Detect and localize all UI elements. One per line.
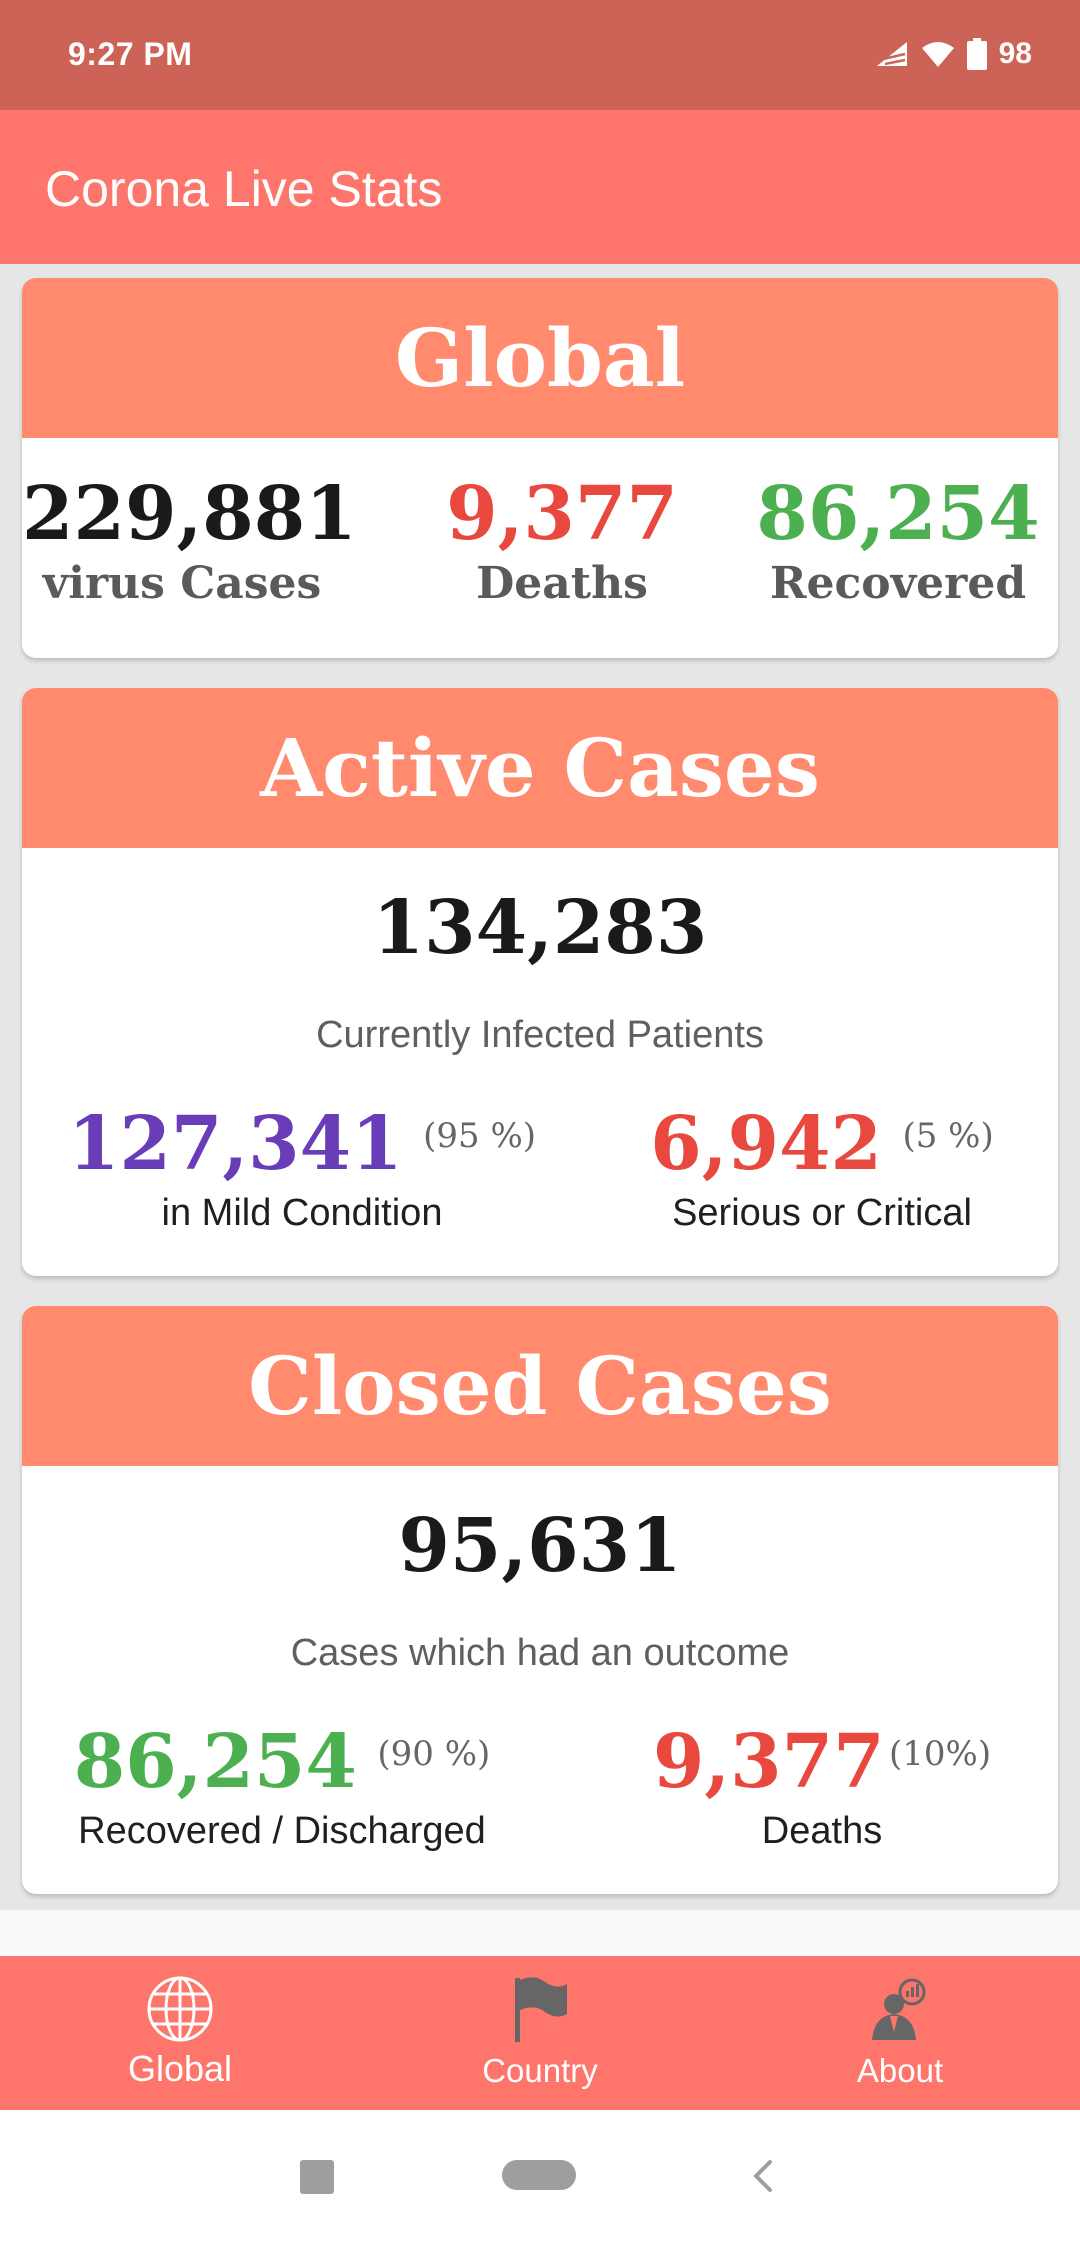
closed-recovered-pct: (90 %) — [377, 1734, 491, 1774]
closed-recovered-label: Recovered / Discharged — [78, 1810, 486, 1852]
active-caption: Currently Infected Patients — [316, 1014, 764, 1056]
closed-cases-header: Closed Cases — [22, 1306, 1058, 1466]
global-cases-label: virus Cases — [42, 558, 322, 609]
nav-item-about[interactable]: About — [720, 1956, 1080, 2110]
active-cases-card: Active Cases 134,283 Currently Infected … — [22, 688, 1058, 1276]
active-serious-pct: (5 %) — [902, 1116, 994, 1156]
recents-button[interactable] — [300, 2160, 334, 2194]
wifi-icon — [921, 42, 954, 67]
active-total: 134,283 — [22, 888, 1058, 968]
global-deaths-label: Deaths — [476, 558, 648, 609]
closed-deaths: 9,377 (10%) Deaths — [562, 1722, 1058, 1853]
nav-label-country: Country — [482, 2052, 598, 2089]
nav-item-global[interactable]: Global — [0, 1956, 360, 2110]
global-header: Global — [22, 278, 1058, 438]
global-card: Global 229,881 virus Cases 9,377 Deaths … — [22, 278, 1058, 658]
global-cases-value: 229,881 — [22, 471, 357, 557]
closed-cases-card: Closed Cases 95,631 Cases which had an o… — [22, 1306, 1058, 1894]
battery-level: 98 — [998, 37, 1032, 70]
signal-icon — [876, 42, 907, 66]
global-recovered-label: Recovered — [769, 558, 1027, 609]
global-deaths: 9,377 Deaths — [382, 474, 742, 609]
active-serious-label: Serious or Critical — [672, 1192, 972, 1234]
status-time: 9:27 PM — [68, 36, 193, 72]
global-recovered: 86,254 Recovered — [738, 474, 1058, 609]
nav-item-country[interactable]: Country — [360, 1956, 720, 2110]
content-bottom-gap — [0, 1910, 1080, 1956]
closed-deaths-value: 9,377 — [652, 1719, 885, 1805]
battery-icon — [966, 38, 987, 70]
person-chart-icon — [872, 1978, 926, 2040]
closed-recovered-value: 86,254 — [73, 1719, 357, 1805]
system-navigation-bar — [0, 2110, 1080, 2244]
back-button[interactable] — [748, 2156, 778, 2196]
app-bar: Corona Live Stats — [0, 110, 1080, 264]
closed-deaths-label: Deaths — [761, 1810, 883, 1852]
bottom-navigation: Global Country About — [0, 1956, 1080, 2110]
flag-icon — [515, 1977, 567, 2042]
app-title: Corona Live Stats — [45, 161, 443, 217]
closed-caption: Cases which had an outcome — [290, 1632, 790, 1674]
active-total-value: 134,283 — [372, 885, 708, 971]
active-mild-pct: (95 %) — [423, 1116, 537, 1156]
active-mild-label: in Mild Condition — [161, 1192, 443, 1234]
active-serious-value: 6,942 — [650, 1101, 882, 1187]
nav-label-about: About — [856, 2052, 944, 2089]
home-button[interactable] — [502, 2160, 576, 2190]
closed-total: 95,631 — [22, 1506, 1058, 1586]
active-cases-header: Active Cases — [22, 688, 1058, 848]
closed-deaths-pct: (10%) — [889, 1734, 992, 1774]
global-deaths-value: 9,377 — [446, 471, 678, 557]
closed-recovered: 86,254 (90 %) Recovered / Discharged — [22, 1722, 542, 1853]
active-mild-value: 127,341 — [67, 1101, 403, 1187]
global-cases: 229,881 virus Cases — [22, 471, 357, 609]
active-mild: 127,341 (95 %) in Mild Condition — [42, 1104, 562, 1235]
global-recovered-value: 86,254 — [756, 471, 1040, 557]
nav-label-global: Global — [127, 2048, 233, 2089]
active-serious: 6,942 (5 %) Serious or Critical — [562, 1104, 1058, 1235]
closed-total-value: 95,631 — [398, 1503, 682, 1589]
status-bar: 9:27 PM 98 — [0, 0, 1080, 110]
globe-icon — [147, 1976, 213, 2042]
status-icons: 98 — [875, 30, 1032, 78]
